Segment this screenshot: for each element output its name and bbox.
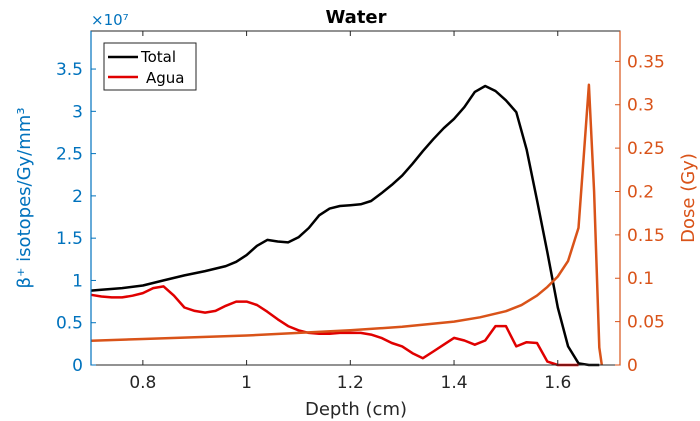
y-left-tick-label: 0.5 xyxy=(56,314,83,334)
x-tick-label: 1.6 xyxy=(544,373,571,393)
y-left-tick-label: 3.5 xyxy=(56,60,83,80)
axis-ticks: 0.8 1 1.2 1.4 1.6 0 0.5 1 1.5 2 2.5 3 3.5 0 0.05 0.1 0.1… xyxy=(56,31,665,393)
y-right-tick-label: 0.2 xyxy=(627,182,654,202)
x-tick-label: 1 xyxy=(241,373,252,393)
plot-lines xyxy=(90,83,604,367)
legend-box xyxy=(103,42,197,91)
x-tick-label: 0.8 xyxy=(129,373,156,393)
series-line-dose xyxy=(90,83,604,366)
series-line-agua xyxy=(90,285,579,367)
y-right-tick-label: 0 xyxy=(627,356,638,376)
x-tick-label: 1.2 xyxy=(337,373,364,393)
x-axis-label: Depth (cm) xyxy=(305,399,407,420)
y-right-tick-label: 0.3 xyxy=(627,96,654,116)
y-right-tick-label: 0.15 xyxy=(627,226,665,246)
y-left-tick-label: 1.5 xyxy=(56,229,83,249)
y-left-tick-label: 1 xyxy=(72,271,83,291)
series-line-total xyxy=(90,84,600,367)
y-left-tick-label: 3 xyxy=(72,102,83,122)
legend-label-total: Total xyxy=(140,48,176,66)
y-left-tick-label: 2.5 xyxy=(56,145,83,165)
left-axis-exponent: ×10⁷ xyxy=(91,11,129,29)
y-right-tick-label: 0.25 xyxy=(627,139,665,159)
legend: Total Agua xyxy=(103,42,197,91)
y-left-tick-label: 2 xyxy=(72,187,83,207)
x-tick-label: 1.4 xyxy=(441,373,468,393)
y-left-tick-label: 0 xyxy=(72,356,83,376)
y-right-tick-label: 0.35 xyxy=(627,52,665,72)
y-axis-label-left: β⁺ isotopes/Gy/mm³ xyxy=(14,107,35,288)
y-right-tick-label: 0.1 xyxy=(627,269,654,289)
chart-title: Water xyxy=(325,7,386,28)
y-right-tick-label: 0.05 xyxy=(627,313,665,333)
legend-label-agua: Agua xyxy=(146,69,184,87)
y-axis-label-right: Dose (Gy) xyxy=(678,153,699,243)
